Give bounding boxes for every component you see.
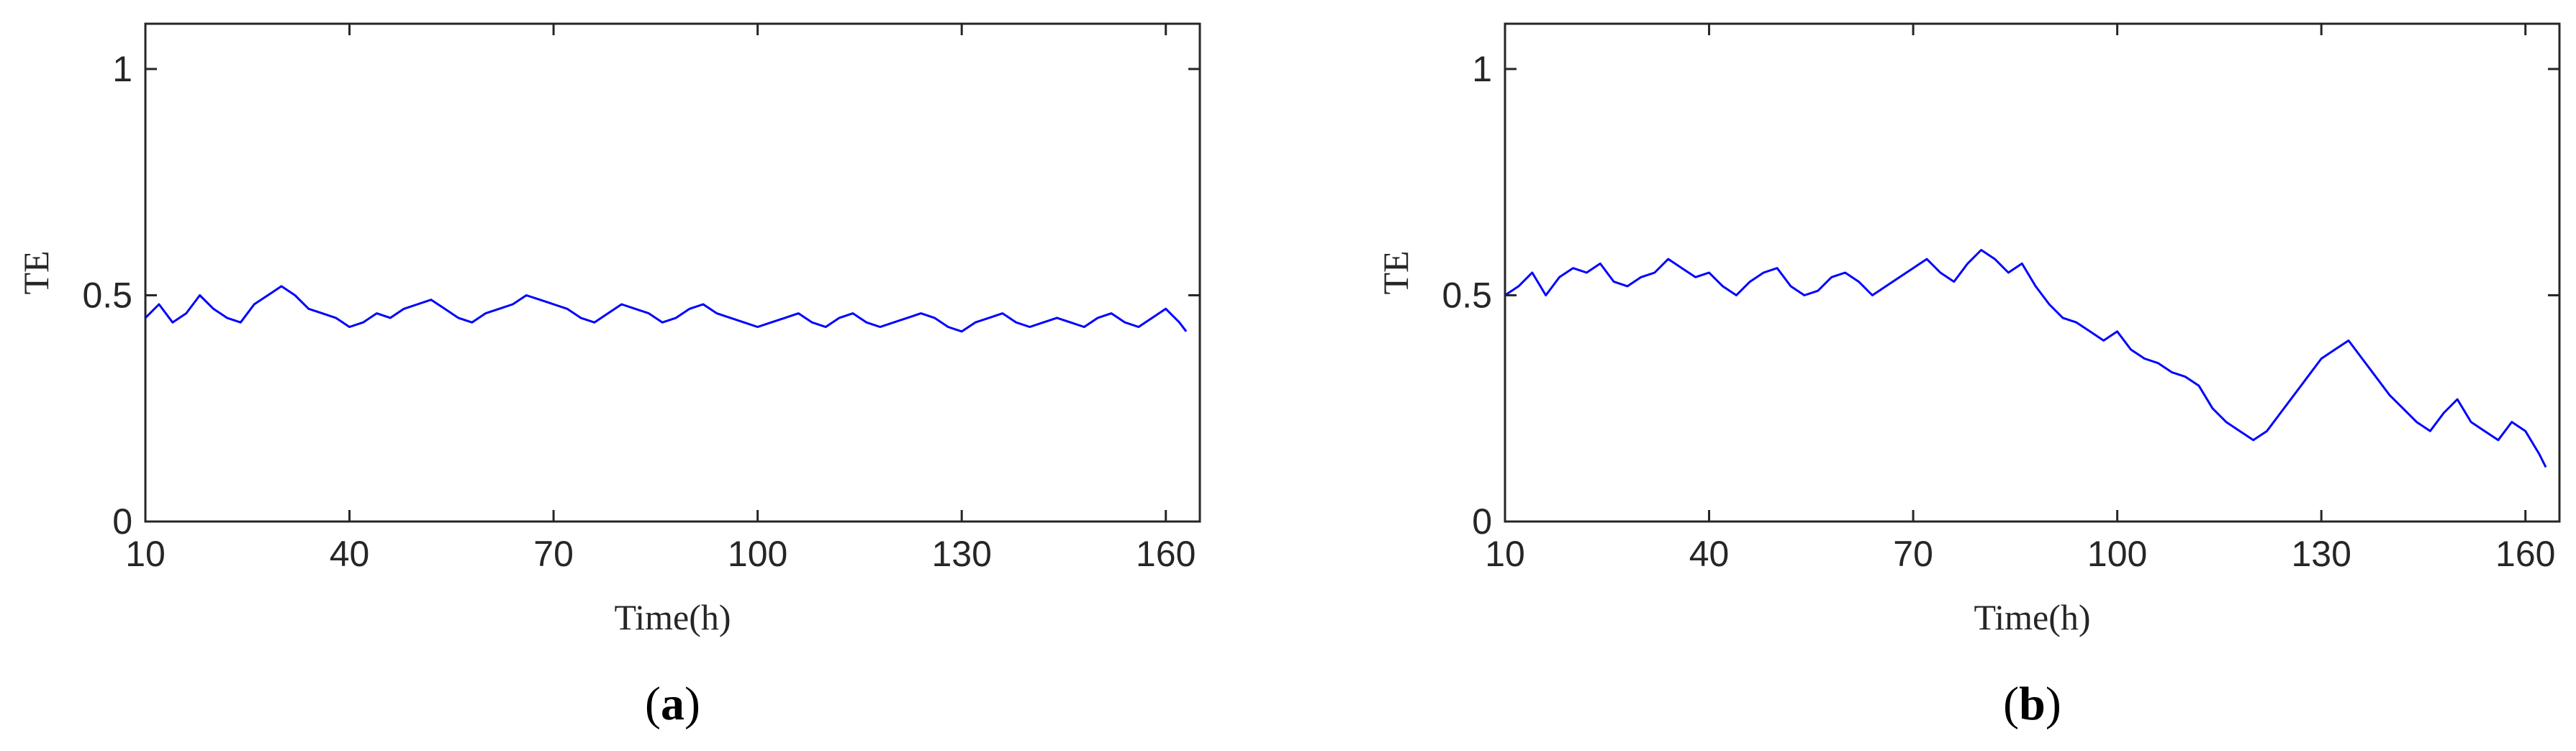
panel-b-panel-letter: b <box>2019 678 2046 730</box>
panel-b-axes-box <box>1504 22 2561 523</box>
panel-b-xtick-label: 160 <box>2495 534 2555 574</box>
panel-b-panel-label: (b) <box>2003 678 2061 730</box>
panel-b-xtick-label: 40 <box>1689 534 1730 574</box>
panel-a-xtick-label: 10 <box>125 534 166 574</box>
panel-b-ylabel: TE <box>1375 250 1416 294</box>
panel-b-ytick-label: 1 <box>1472 49 1492 89</box>
panel-a-axes-box <box>144 22 1201 523</box>
panel-a-xtick-label: 70 <box>533 534 574 574</box>
panel-a-xtick-label: 100 <box>728 534 787 574</box>
panel-b-xtick-label: 100 <box>2087 534 2147 574</box>
panel-a-xlabel: Time(h) <box>614 597 731 637</box>
panel-b-series-line-0 <box>1504 249 2547 468</box>
panel-b-xlabel: Time(h) <box>1974 597 2090 637</box>
panel-a-ytick-label: 0 <box>112 501 132 542</box>
panel-a-panel-letter: a <box>661 678 684 730</box>
panel-b-xtick-label: 10 <box>1485 534 1525 574</box>
panel-b-xtick-label: 70 <box>1893 534 1933 574</box>
panel-b-chart: 10 40 70 100 130 160 0 0.5 1 Time(h) TE (b) <box>1375 22 2561 730</box>
panel-a-ytick-label: 1 <box>112 49 132 89</box>
panel-b-ytick-label: 0 <box>1472 501 1492 542</box>
panel-a-ytick-label: 0.5 <box>82 275 132 315</box>
panel-b-xtick-label: 130 <box>2291 534 2351 574</box>
panel-a-series-line-0 <box>144 285 1188 333</box>
panel-a-xtick-label: 130 <box>931 534 991 574</box>
panel-a-ylabel: TE <box>16 250 56 294</box>
panel-a-chart: 10 40 70 100 130 160 0 0.5 1 Time(h) TE (a) <box>16 22 1201 730</box>
panel-a-xtick-label: 40 <box>330 534 370 574</box>
panel-a-panel-label: (a) <box>645 678 700 730</box>
panel-a-xtick-label: 160 <box>1136 534 1196 574</box>
panel-b-ytick-label: 0.5 <box>1442 275 1492 315</box>
